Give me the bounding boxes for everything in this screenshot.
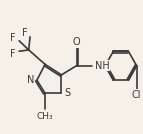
- Text: Cl: Cl: [132, 90, 141, 100]
- Text: F: F: [9, 33, 15, 43]
- Text: CH₃: CH₃: [37, 112, 53, 121]
- Text: O: O: [73, 37, 80, 47]
- Text: NH: NH: [95, 61, 110, 71]
- Text: F: F: [9, 49, 15, 59]
- Text: N: N: [27, 75, 34, 85]
- Text: F: F: [22, 28, 27, 38]
- Text: S: S: [64, 88, 70, 98]
